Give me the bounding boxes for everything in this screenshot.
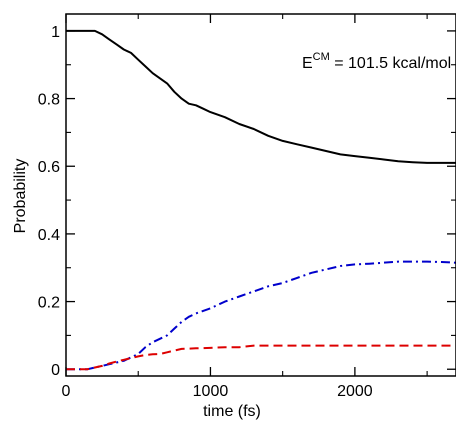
y-tick-label: 1: [51, 24, 60, 41]
tick-labels: 0 1000 2000 0 0.2 0.4 0.6 0.8 1: [38, 24, 373, 400]
y-tick-label: 0.2: [38, 295, 60, 312]
minor-ticks: [66, 14, 456, 376]
x-tick-label: 2000: [337, 383, 373, 400]
annotation-base: E: [302, 55, 313, 72]
series-line-3: [66, 344, 456, 371]
series-layer: [66, 29, 456, 371]
annotation-rest: = 101.5 kcal/mol: [330, 55, 451, 72]
energy-annotation: ECM = 101.5 kcal/mol: [302, 51, 451, 72]
y-axis-label: Probability: [12, 159, 29, 234]
x-tick-label: 0: [62, 383, 71, 400]
series-line-2: [66, 260, 456, 371]
y-tick-label: 0.4: [38, 227, 60, 244]
x-tick-label: 1000: [193, 383, 229, 400]
series-line-1: [66, 29, 456, 164]
y-tick-label: 0.6: [38, 159, 60, 176]
x-axis-label: time (fs): [203, 403, 261, 420]
y-tick-label: 0.8: [38, 92, 60, 109]
y-tick-label: 0: [51, 362, 60, 379]
annotation-superscript: CM: [313, 51, 330, 63]
plot-frame: [65, 13, 456, 377]
